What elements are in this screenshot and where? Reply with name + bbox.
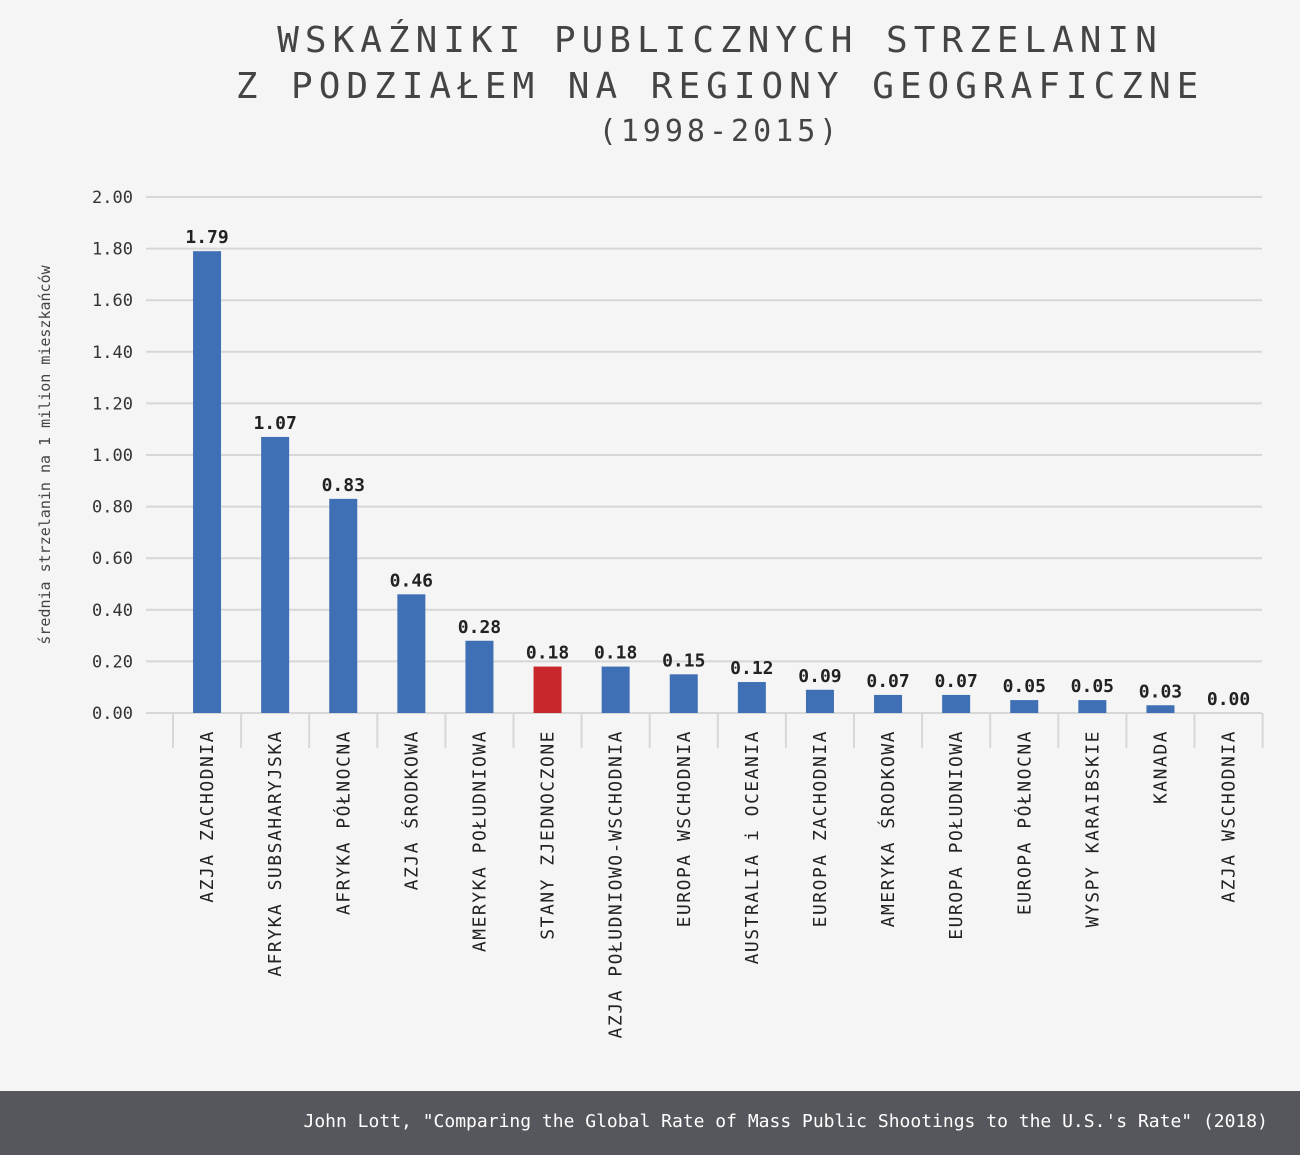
bar	[1146, 705, 1175, 713]
category-label: AZJA ŚRODKOWA	[400, 730, 422, 890]
title-line-1: WSKAŹNIKI PUBLICZNYCH STRZELANIN	[277, 20, 1163, 61]
y-tick-label: 1.40	[92, 343, 133, 363]
value-label: 0.15	[662, 650, 705, 671]
value-label: 1.07	[253, 413, 296, 434]
category-label: STANY ZJEDNOCZONE	[538, 730, 559, 940]
bar	[669, 674, 698, 713]
category-label: AMERYKA POŁUDNIOWA	[469, 730, 490, 952]
bar	[397, 594, 426, 713]
bar	[737, 682, 766, 713]
value-label: 0.12	[730, 658, 773, 679]
value-label: 0.05	[1003, 676, 1046, 697]
value-label: 0.03	[1139, 681, 1182, 702]
y-tick-label: 0.00	[92, 704, 133, 724]
category-label: EUROPA ZACHODNIA	[810, 730, 831, 927]
category-label: AZJA ZACHODNIA	[197, 730, 218, 903]
bar	[1078, 700, 1107, 713]
y-tick-label: 0.80	[92, 498, 133, 518]
y-axis-ticks: 0.00 0.20 0.40 0.60 0.80 1.00 1.20 1.40 1.60 1.80…	[92, 188, 133, 724]
source-citation: John Lott, "Comparing the Global Rate of…	[303, 1111, 1269, 1132]
category-label: WYSPY KARAIBSKIE	[1082, 730, 1103, 927]
bar	[601, 666, 630, 713]
category-label: AFRYKA PÓŁNOCNA	[332, 730, 354, 915]
bar	[261, 436, 290, 713]
source-footer: John Lott, "Comparing the Global Rate of…	[0, 1091, 1300, 1155]
value-label: 0.46	[390, 570, 433, 591]
y-tick-label: 1.80	[92, 240, 133, 260]
value-label: 0.18	[526, 643, 569, 664]
y-tick-label: 1.60	[92, 291, 133, 311]
bar	[533, 666, 562, 713]
value-label: 0.07	[866, 671, 909, 692]
y-tick-label: 0.20	[92, 652, 133, 672]
category-label: EUROPA PÓŁNOCNA	[1013, 730, 1035, 915]
y-tick-label: 1.20	[92, 394, 133, 414]
bar	[874, 694, 903, 713]
bar	[942, 694, 971, 713]
category-label: KANADA	[1150, 730, 1171, 804]
value-label: 1.79	[185, 227, 228, 248]
x-axis-categories: AZJA ZACHODNIA AFRYKA SUBSAHARYJSKA AFRYKA…	[197, 730, 1240, 1038]
category-label: AMERYKA ŚRODKOWA	[877, 730, 899, 927]
y-tick-label: 0.40	[92, 601, 133, 621]
y-tick-label: 1.00	[92, 446, 133, 466]
y-axis-label: średnia strzelanin na 1 milion mieszkańc…	[36, 264, 54, 644]
bar	[1010, 700, 1039, 713]
bar	[465, 640, 494, 713]
value-label: 0.09	[798, 666, 841, 687]
chart-subtitle: (1998-2015)	[598, 114, 842, 149]
value-label: 0.83	[322, 475, 365, 496]
category-label: AUSTRALIA i OCEANIA	[742, 730, 763, 964]
value-label: 0.07	[934, 671, 977, 692]
bar	[329, 498, 358, 713]
category-label: AZJA WSCHODNIA	[1219, 730, 1240, 903]
value-label: 0.18	[594, 643, 637, 664]
category-label: AZJA POŁUDNIOWO-WSCHODNIA	[606, 730, 627, 1038]
value-label: 0.00	[1207, 689, 1250, 710]
y-tick-label: 0.60	[92, 549, 133, 569]
y-tick-label: 2.00	[92, 188, 133, 208]
chart-title: WSKAŹNIKI PUBLICZNYCH STRZELANIN Z PODZI…	[0, 18, 1300, 154]
value-label: 0.28	[458, 617, 501, 638]
bars	[193, 251, 1175, 713]
value-label: 0.05	[1071, 676, 1114, 697]
category-label: AFRYKA SUBSAHARYJSKA	[265, 730, 286, 977]
bar	[193, 251, 222, 713]
bar	[805, 689, 834, 713]
category-label: EUROPA WSCHODNIA	[674, 730, 695, 927]
category-label: EUROPA POŁUDNIOWA	[946, 730, 967, 940]
title-line-2: Z PODZIAŁEM NA REGIONY GEOGRAFICZNE	[235, 66, 1205, 107]
bar-chart: 0.00 0.20 0.40 0.60 0.80 1.00 1.20 1.40 1.60 1.80…	[36, 188, 1264, 1038]
value-labels: 1.79 1.07 0.83 0.46 0.28 0.18 0.18 0.15 0.12 0.09…	[185, 227, 1250, 710]
